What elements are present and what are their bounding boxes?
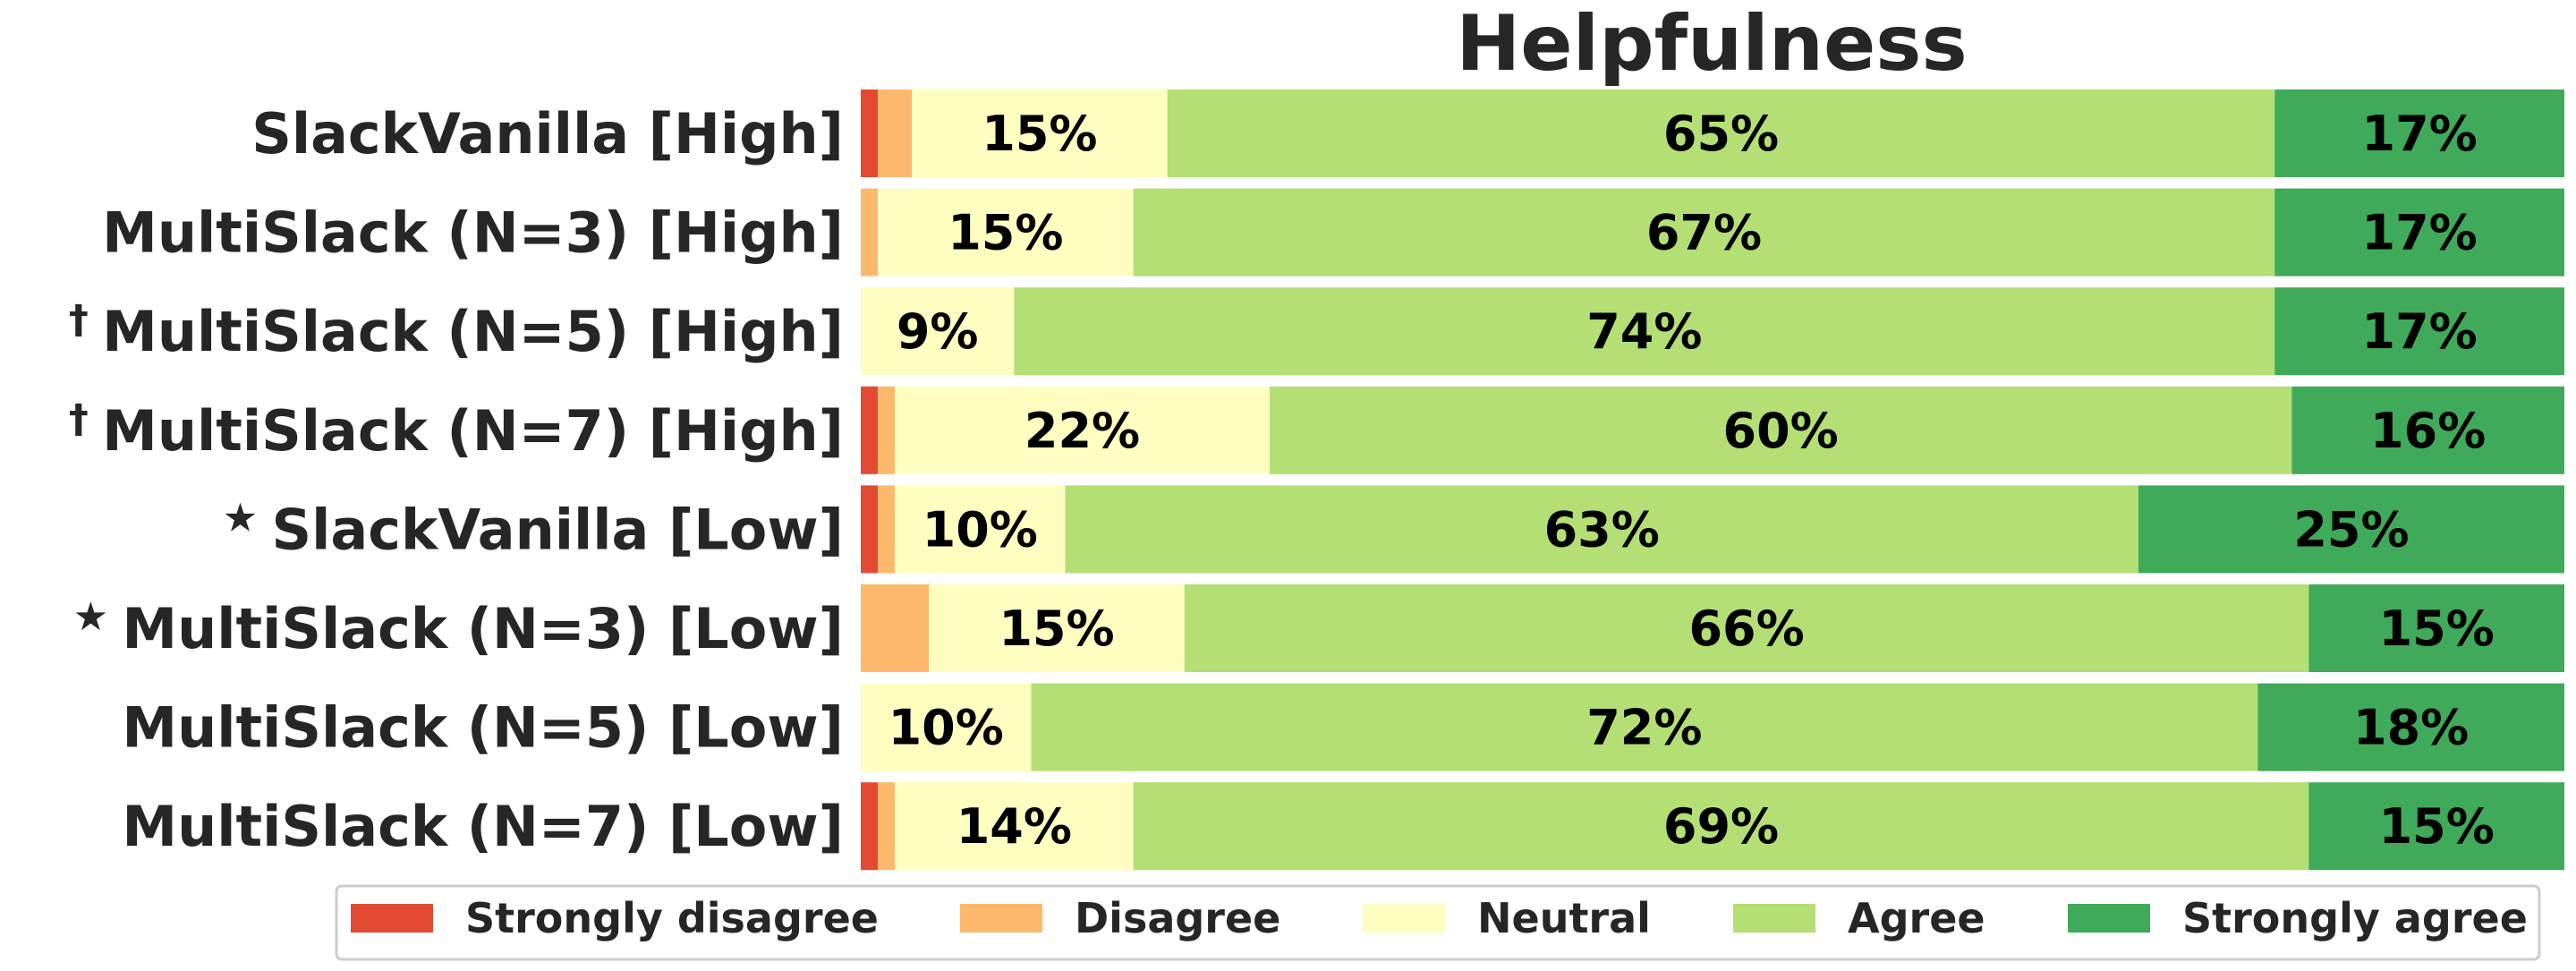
legend-swatch-neutral	[1363, 904, 1445, 933]
data-label: 60%	[1723, 403, 1839, 459]
legend-label-neutral: Neutral	[1477, 894, 1651, 942]
y-tick-marker: ★	[73, 594, 123, 640]
legend-swatch-agree	[1733, 904, 1815, 933]
bar-segment-agree	[1014, 287, 2275, 376]
bar-segment-agree	[1133, 782, 2309, 871]
legend-label-disagree: Disagree	[1075, 894, 1280, 942]
data-label: 22%	[1024, 403, 1140, 459]
data-label: 15%	[948, 205, 1063, 261]
bar-segment-neutral	[895, 485, 1066, 574]
bar-row-multislack-n-3-high: 15% 67% 17%	[861, 188, 2564, 277]
bar-row-multislack-n-5-low: 10% 72% 18%	[861, 683, 2564, 771]
y-tick-label: † MultiSlack (N=5) [High]	[69, 297, 844, 364]
bar-segment-strongly-agree	[2257, 683, 2564, 771]
data-label: 74%	[1586, 303, 1702, 360]
bar-row-multislack-n-3-low: 15% 66% 15%	[861, 584, 2564, 672]
bar-segment-strongly-disagree	[861, 386, 879, 474]
y-tick-text: MultiSlack (N=5) [High]	[102, 299, 844, 364]
bar-segment-strongly-agree	[2274, 188, 2564, 277]
data-label: 67%	[1646, 205, 1762, 261]
legend-label-strongly-disagree: Strongly disagree	[465, 894, 879, 942]
data-label: 15%	[2379, 600, 2495, 657]
data-label: 14%	[956, 798, 1072, 855]
data-label: 9%	[897, 303, 979, 360]
legend-swatch-strongly-agree	[2068, 904, 2150, 933]
data-label: 65%	[1663, 106, 1779, 162]
legend: Strongly disagree Disagree Neutral Agree Str…	[335, 884, 2541, 961]
bar-row-multislack-n-7-low: 14% 69% 15%	[861, 782, 2564, 871]
bar-segment-disagree	[861, 188, 879, 277]
bar-segment-agree	[1167, 89, 2275, 177]
data-label: 17%	[2362, 303, 2478, 360]
legend-swatch-strongly-disagree	[351, 904, 433, 933]
bar-segment-neutral	[929, 584, 1185, 672]
y-tick-marker: †	[69, 297, 102, 343]
data-label: 17%	[2362, 106, 2478, 162]
bar-segment-neutral	[861, 683, 1032, 771]
bar-segment-strongly-agree	[2138, 485, 2564, 574]
legend-label-strongly-agree: Strongly agree	[2182, 894, 2528, 942]
y-tick-marker: †	[69, 396, 102, 442]
legend-label-agree: Agree	[1848, 894, 1985, 942]
bar-segment-disagree	[861, 584, 930, 672]
y-tick-text: MultiSlack (N=3) [Low]	[122, 596, 844, 661]
y-tick-text: SlackVanilla [Low]	[271, 497, 844, 562]
y-tick-label: MultiSlack (N=3) [High]	[102, 200, 844, 266]
bar-segment-strongly-agree	[2274, 89, 2564, 177]
data-label: 10%	[888, 700, 1004, 756]
bar-segment-strongly-agree	[2308, 584, 2564, 672]
data-label: 18%	[2353, 700, 2469, 756]
data-label: 72%	[1586, 700, 1702, 756]
data-label: 15%	[999, 600, 1114, 657]
y-tick-label: MultiSlack (N=5) [Low]	[122, 695, 844, 761]
bar-row-slackvanilla-high: 15% 65% 17%	[861, 89, 2564, 177]
data-label: 10%	[922, 501, 1038, 558]
bar-segment-agree	[1269, 386, 2292, 474]
y-tick-text: MultiSlack (N=7) [High]	[102, 398, 844, 464]
y-tick-label: ★ MultiSlack (N=3) [Low]	[73, 594, 844, 661]
bars: 15% 65% 17% 15% 67% 17% 9% 74% 17% 22% 60% 16% 10% 63…	[861, 89, 2564, 871]
bar-segment-disagree	[878, 782, 896, 871]
bar-segment-neutral	[878, 188, 1134, 277]
bar-segment-strongly-disagree	[861, 485, 879, 574]
bar-segment-strongly-disagree	[861, 782, 879, 871]
y-tick-label: SlackVanilla [High]	[251, 101, 844, 166]
data-label: 15%	[982, 106, 1097, 162]
y-tick-label: ★ SlackVanilla [Low]	[223, 495, 844, 562]
bar-segment-agree	[1184, 584, 2309, 672]
bar-segment-strongly-agree	[2308, 782, 2564, 871]
bar-segment-strongly-agree	[2274, 287, 2564, 376]
bar-row-multislack-n-5-high: 9% 74% 17%	[861, 287, 2564, 376]
data-label: 25%	[2293, 501, 2409, 558]
y-tick-label: MultiSlack (N=7) [Low]	[122, 794, 844, 859]
data-label: 66%	[1688, 600, 1804, 657]
bar-segment-disagree	[878, 485, 896, 574]
data-label: 69%	[1663, 798, 1779, 855]
y-tick-marker: ★	[223, 495, 272, 541]
bar-segment-neutral	[861, 287, 1015, 376]
data-label: 15%	[2379, 798, 2495, 855]
y-axis-labels: SlackVanilla [High] MultiSlack (N=3) [Hig…	[69, 101, 844, 859]
bar-segment-neutral	[895, 386, 1270, 474]
bar-segment-agree	[1031, 683, 2258, 771]
bar-segment-strongly-agree	[2291, 386, 2564, 474]
bar-segment-agree	[1065, 485, 2138, 574]
bar-segment-neutral	[912, 89, 1168, 177]
bar-segment-agree	[1133, 188, 2275, 277]
bar-row-slackvanilla-low: 10% 63% 25%	[861, 485, 2564, 574]
data-label: 17%	[2362, 205, 2478, 261]
bar-segment-strongly-disagree	[861, 89, 879, 177]
bar-segment-disagree	[878, 386, 896, 474]
y-tick-label: † MultiSlack (N=7) [High]	[69, 396, 844, 464]
data-label: 63%	[1544, 501, 1660, 558]
bar-row-multislack-n-7-high: 22% 60% 16%	[861, 386, 2564, 474]
chart-title: Helpfulness	[1456, 0, 1967, 89]
bar-segment-disagree	[878, 89, 913, 177]
data-label: 16%	[2370, 403, 2486, 459]
bar-segment-neutral	[895, 782, 1134, 871]
legend-swatch-disagree	[960, 904, 1042, 933]
